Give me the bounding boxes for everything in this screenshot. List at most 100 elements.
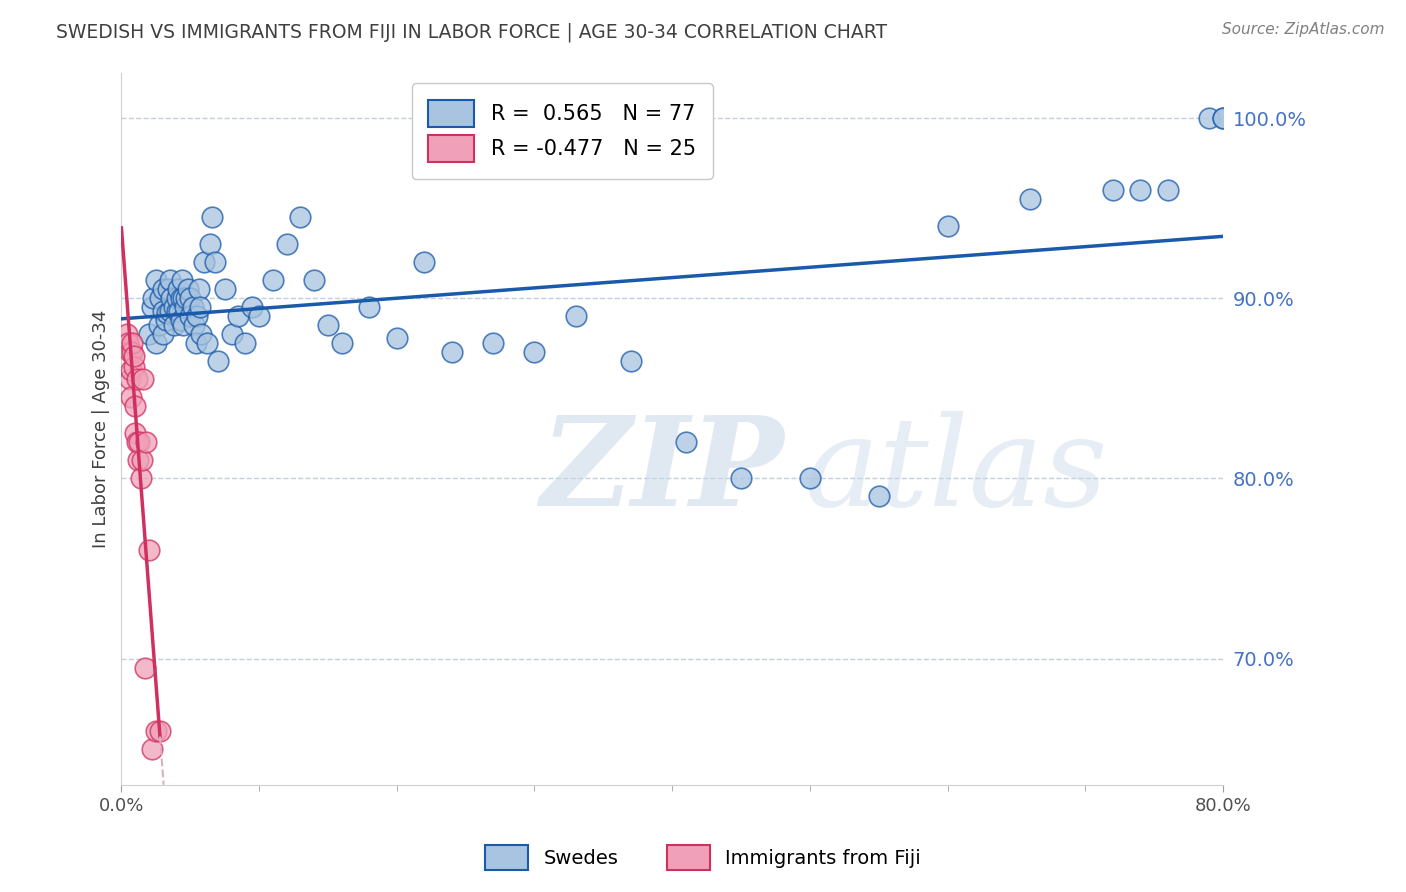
Point (138, 543, 160, 558)
Point (183, 318, 205, 333)
Point (142, 291, 165, 305)
Point (186, 310, 208, 324)
Point (330, 336, 353, 351)
Point (359, 300, 381, 314)
Point (620, 354, 643, 368)
Point (179, 291, 201, 305)
Point (174, 291, 197, 305)
Point (145, 273, 167, 287)
Point (190, 327, 212, 342)
Point (152, 303, 174, 318)
Point (228, 310, 250, 324)
Point (132, 372, 155, 386)
Point (188, 300, 211, 314)
Point (193, 255, 215, 269)
Point (181, 300, 204, 314)
Point (148, 318, 170, 333)
Point (149, 291, 172, 305)
Point (141, 741, 163, 756)
Text: ZIP: ZIP (540, 411, 783, 533)
Point (235, 336, 257, 351)
Point (187, 282, 209, 296)
Point (167, 282, 190, 296)
Point (124, 400, 146, 414)
Point (169, 291, 191, 305)
Point (124, 426, 146, 441)
Point (440, 345, 463, 359)
Point (145, 336, 167, 351)
Point (169, 303, 191, 318)
Point (156, 305, 179, 319)
Point (176, 282, 198, 296)
Point (276, 237, 298, 252)
Point (159, 273, 181, 287)
Point (125, 372, 148, 386)
Point (482, 336, 505, 351)
Point (163, 318, 186, 333)
Point (120, 363, 142, 377)
Point (138, 327, 160, 342)
Point (204, 255, 226, 269)
Point (160, 291, 183, 305)
Point (125, 435, 148, 450)
Point (120, 390, 142, 404)
Point (173, 300, 195, 314)
Point (172, 291, 194, 305)
Point (207, 354, 229, 368)
Point (157, 282, 180, 296)
Point (149, 723, 172, 738)
Legend: R =  0.565   N = 77, R = -0.477   N = 25: R = 0.565 N = 77, R = -0.477 N = 25 (412, 83, 713, 178)
Point (118, 372, 141, 386)
Point (166, 303, 188, 318)
Legend: Swedes, Immigrants from Fiji: Swedes, Immigrants from Fiji (477, 838, 929, 878)
Point (131, 453, 153, 467)
Point (159, 303, 181, 318)
Point (201, 210, 224, 224)
Point (262, 273, 284, 287)
Point (316, 318, 339, 333)
Point (413, 255, 436, 269)
Point (129, 471, 152, 485)
Point (1019, 192, 1042, 206)
Point (118, 345, 141, 359)
Point (936, 219, 959, 234)
Point (1212, 111, 1234, 125)
Point (152, 327, 174, 342)
Point (128, 435, 150, 450)
Text: atlas: atlas (804, 411, 1108, 533)
Point (565, 310, 588, 324)
Point (122, 359, 145, 374)
Point (730, 471, 752, 485)
Point (127, 453, 149, 467)
Text: SWEDISH VS IMMIGRANTS FROM FIJI IN LABOR FORCE | AGE 30-34 CORRELATION CHART: SWEDISH VS IMMIGRANTS FROM FIJI IN LABOR… (56, 22, 887, 42)
Point (247, 310, 270, 324)
Point (523, 345, 546, 359)
Point (172, 318, 194, 333)
Point (170, 273, 193, 287)
Point (1198, 111, 1220, 125)
Point (169, 313, 191, 327)
Point (135, 435, 157, 450)
Point (184, 336, 207, 351)
Point (221, 327, 243, 342)
Point (152, 282, 174, 296)
Point (166, 291, 188, 305)
Point (134, 660, 156, 674)
Point (115, 327, 138, 342)
Point (675, 435, 697, 450)
Point (117, 336, 139, 351)
Point (1101, 183, 1123, 197)
Point (155, 313, 177, 327)
Point (290, 210, 312, 224)
Point (799, 471, 821, 485)
Y-axis label: In Labor Force | Age 30-34: In Labor Force | Age 30-34 (93, 310, 110, 548)
Text: Source: ZipAtlas.com: Source: ZipAtlas.com (1222, 22, 1385, 37)
Point (240, 300, 263, 314)
Point (302, 273, 325, 287)
Point (195, 336, 218, 351)
Point (868, 490, 890, 504)
Point (121, 345, 143, 359)
Point (1212, 111, 1234, 125)
Point (385, 331, 408, 345)
Point (1129, 183, 1152, 197)
